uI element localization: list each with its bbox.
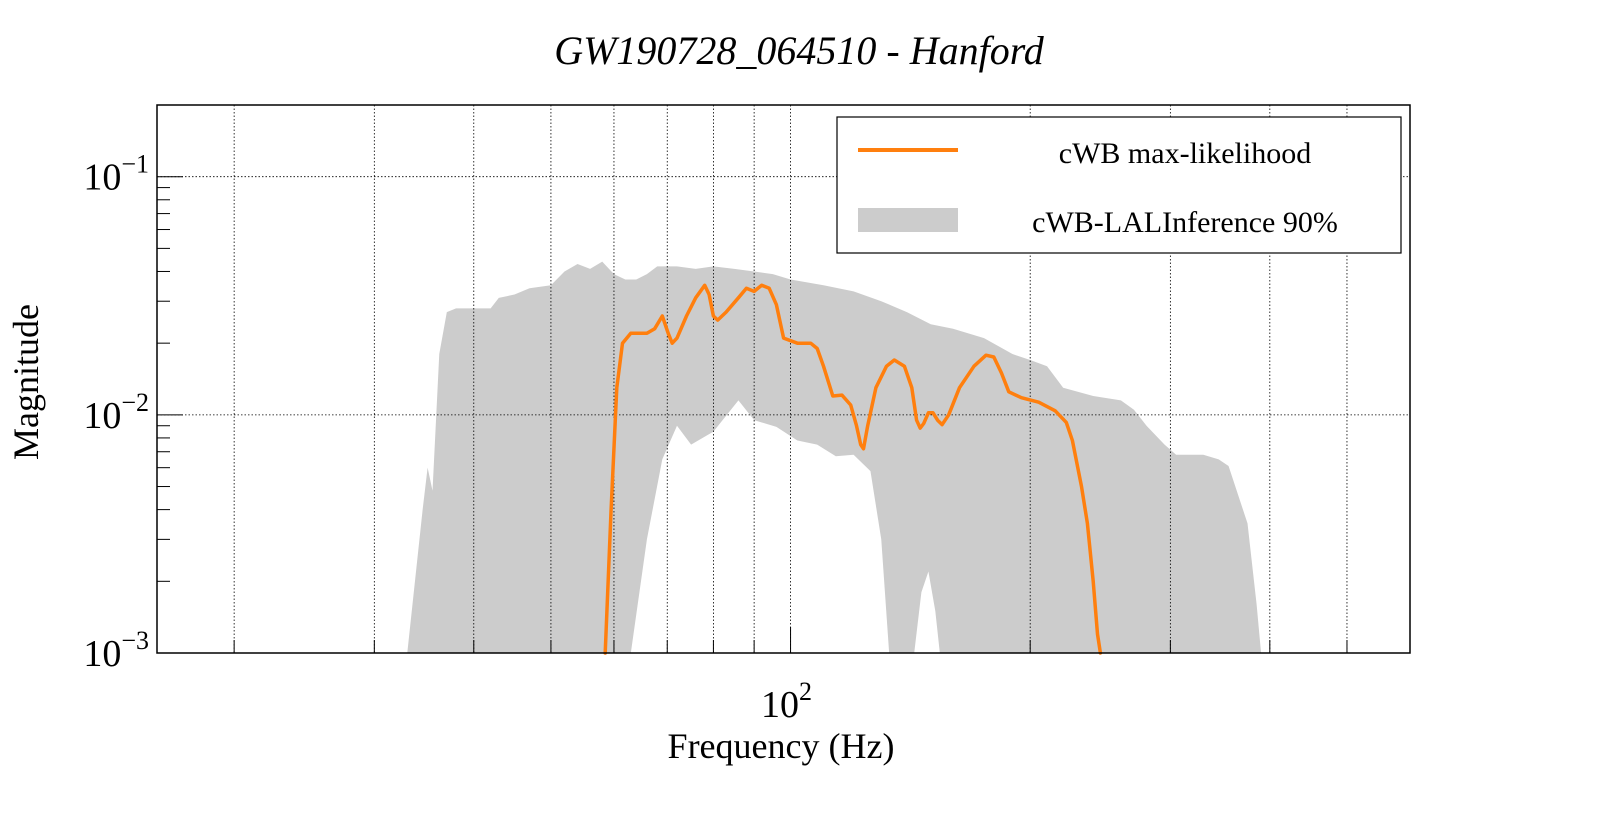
y-tick-label: 10−2 [83,388,149,437]
confidence-band-90 [407,261,1262,653]
max-likelihood-line [603,283,1103,655]
legend-label-90-percent-band: cWB-LALInference 90% [1032,206,1338,239]
plot-frame [156,104,1411,654]
axis-ticks [157,104,1348,654]
legend-label-max-likelihood: cWB max-likelihood [1059,137,1311,170]
chart-title: GW190728_064510 - Hanford [554,28,1045,73]
legend-band-swatch [858,208,958,232]
x-tick-label: 102 [761,677,812,726]
y-axis-label: Magnitude [6,304,46,460]
x-axis-label: Frequency (Hz) [668,726,895,766]
tick-labels: 10−3 10−2 10−1 102 [83,150,812,726]
legend: cWB max-likelihood cWB-LALInference 90% [836,116,1402,254]
band-layer [407,261,1262,653]
y-tick-label: 10−3 [83,626,149,675]
line-layer [603,283,1103,655]
y-tick-label: 10−1 [83,150,149,199]
